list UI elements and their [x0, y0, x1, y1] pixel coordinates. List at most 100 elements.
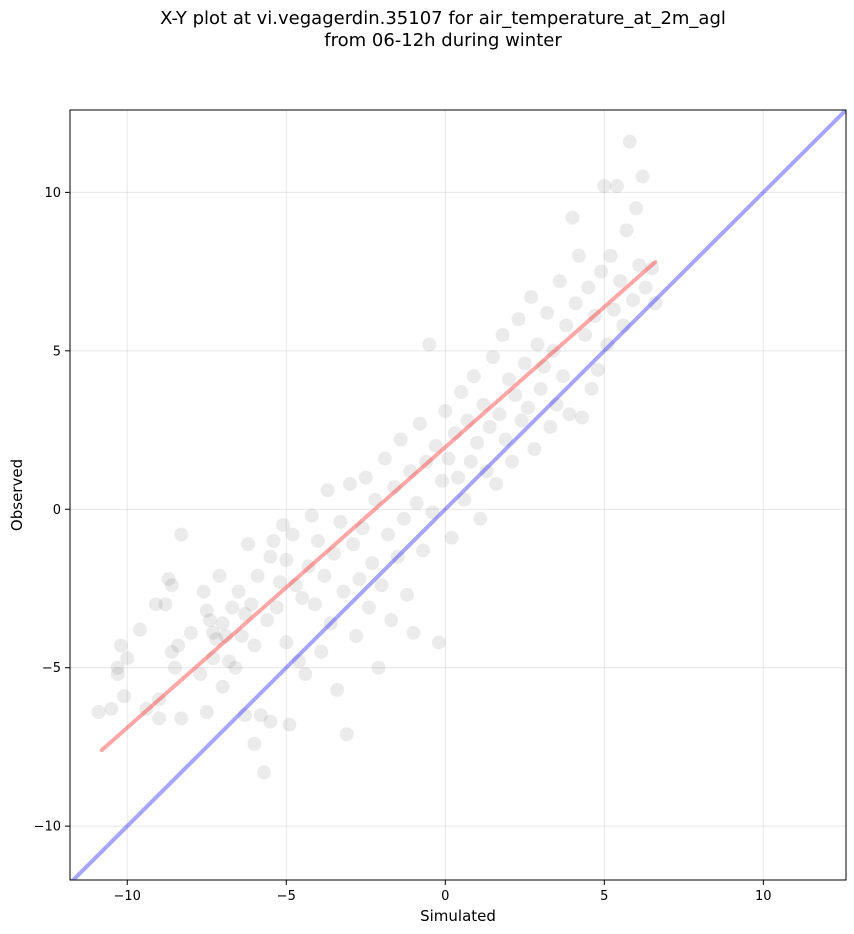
scatter-point [416, 543, 431, 558]
regression-line [99, 260, 658, 753]
scatter-point [161, 571, 176, 586]
scatter-point [228, 660, 243, 675]
scatter-point [393, 432, 408, 447]
scatter-point [171, 638, 186, 653]
chart-subtitle: from 06-12h during winter [324, 30, 562, 51]
x-tick-label: −5 [277, 889, 296, 904]
scatter-point [422, 337, 437, 352]
scatter-point [307, 597, 322, 612]
scatter-point [148, 597, 163, 612]
scatter-point [562, 407, 577, 422]
scatter-point [613, 274, 628, 289]
scatter-point [164, 578, 179, 593]
scatter-point [132, 622, 147, 637]
scatter-point [311, 533, 326, 548]
x-tick-label: 0 [441, 889, 449, 904]
scatter-point [441, 451, 456, 466]
scatter-point [183, 625, 198, 640]
scatter-point [454, 385, 469, 400]
scatter-point [282, 717, 297, 732]
scatter-point [635, 169, 650, 184]
scatter-point [266, 533, 281, 548]
scatter-point [206, 651, 221, 666]
scatter-point [482, 419, 497, 434]
scatter-point [578, 327, 593, 342]
scatter-point [253, 708, 268, 723]
scatter-point [511, 312, 526, 327]
scatter-point [546, 343, 561, 358]
points-layer [91, 134, 663, 780]
scatter-point [533, 381, 548, 396]
scatter-point [568, 296, 583, 311]
scatter-point [396, 511, 411, 526]
scatter-point [167, 660, 182, 675]
scatter-point [419, 454, 434, 469]
scatter-point [368, 492, 383, 507]
scatter-point [638, 280, 653, 295]
scatter-point [625, 293, 640, 308]
y-tick-label: 10 [44, 186, 61, 201]
scatter-point [285, 527, 300, 542]
scatter-point [241, 537, 256, 552]
scatter-point [279, 552, 294, 567]
scatter-point [365, 556, 380, 571]
x-tick-label: −10 [114, 889, 141, 904]
scatter-point [451, 470, 465, 485]
scatter-point [272, 575, 287, 590]
scatter-point [473, 511, 488, 526]
scatter-point [202, 613, 217, 628]
x-tick-label: 5 [600, 889, 608, 904]
scatter-point [117, 689, 132, 704]
scatter-point [466, 369, 481, 384]
scatter-point [152, 711, 167, 726]
scatter-point [492, 407, 507, 422]
scatter-point [619, 223, 634, 238]
scatter-point [120, 651, 135, 666]
scatter-point [571, 248, 586, 263]
scatter-point [301, 559, 316, 574]
scatter-point [438, 404, 453, 419]
lines-layer [70, 110, 846, 880]
x-axis-label: Simulated [420, 907, 496, 925]
scatter-point [250, 568, 265, 583]
scatter-point [215, 616, 230, 631]
scatter-point [622, 134, 637, 149]
scatter-point [606, 302, 621, 317]
scatter-point [387, 480, 402, 495]
scatter-point [215, 679, 230, 694]
scatter-point [288, 578, 303, 593]
scatter-point [199, 603, 214, 618]
scatter-point [212, 568, 227, 583]
scatter-point [361, 600, 376, 615]
scatter-point [594, 264, 609, 279]
y-tick-label: 0 [53, 503, 61, 518]
x-tick-label: 10 [755, 889, 772, 904]
scatter-point [339, 727, 354, 742]
scatter-point [444, 530, 459, 545]
scatter-point [352, 571, 367, 586]
scatter-point [225, 600, 240, 615]
scatter-point [139, 701, 154, 716]
scatter-point [400, 587, 415, 602]
scatter-point [555, 369, 570, 384]
scatter-point [323, 616, 338, 631]
scatter-point [517, 356, 532, 371]
scatter-point [479, 464, 494, 479]
scatter-point [174, 711, 189, 726]
scatter-point [276, 518, 291, 533]
scatter-point [403, 464, 418, 479]
scatter-point [457, 492, 472, 507]
scatter-point [381, 527, 396, 542]
scatter-point [209, 632, 224, 647]
scatter-point [234, 629, 249, 644]
scatter-point [295, 590, 310, 605]
scatter-point [110, 667, 125, 682]
scatter-point [597, 179, 612, 194]
scatter-point [489, 476, 504, 491]
scatter-point [374, 578, 389, 593]
chart-title-block: X-Y plot at vi.vegagerdin.35107 for air_… [0, 8, 854, 52]
scatter-point [298, 667, 313, 682]
scatter-point [336, 584, 351, 599]
scatter-point [326, 546, 341, 561]
